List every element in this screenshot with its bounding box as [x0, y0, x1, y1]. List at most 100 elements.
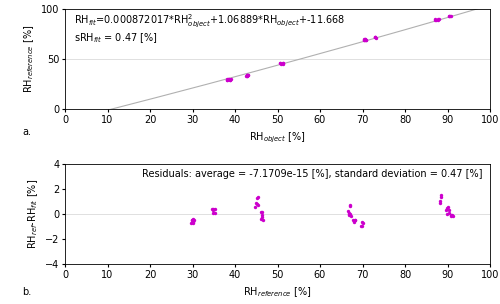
- Point: [223, 76, 231, 81]
- Point: [444, 210, 452, 215]
- Point: [443, 212, 451, 217]
- Point: [243, 73, 251, 78]
- Point: [432, 17, 440, 22]
- Point: [346, 212, 354, 216]
- Text: RH$_{fit}$=0.000872017*RH$^{2}_{object}$+1.06889*RH$_{object}$+-11.668
sRH$_{fit: RH$_{fit}$=0.000872017*RH$^{2}_{object}$…: [74, 12, 344, 45]
- Point: [244, 73, 252, 78]
- Y-axis label: RH$_{ref}$-RH$_{fit}$ [%]: RH$_{ref}$-RH$_{fit}$ [%]: [26, 179, 40, 250]
- Point: [188, 217, 196, 222]
- Point: [350, 219, 358, 224]
- Point: [225, 76, 233, 81]
- Point: [446, 14, 454, 19]
- Point: [252, 200, 260, 205]
- Text: b.: b.: [22, 286, 32, 296]
- Point: [345, 211, 353, 216]
- Point: [431, 17, 439, 22]
- Point: [348, 214, 356, 219]
- Point: [362, 38, 370, 43]
- Point: [358, 224, 366, 229]
- Point: [446, 14, 454, 19]
- Point: [361, 37, 369, 42]
- Point: [243, 73, 251, 78]
- Point: [223, 77, 231, 82]
- Point: [345, 212, 353, 216]
- Point: [187, 221, 195, 226]
- Point: [360, 37, 368, 42]
- Point: [346, 203, 354, 208]
- Point: [361, 38, 369, 43]
- Point: [243, 73, 251, 78]
- Point: [189, 220, 197, 225]
- Point: [436, 198, 444, 203]
- Point: [360, 38, 368, 43]
- Point: [350, 217, 358, 222]
- Point: [210, 207, 218, 212]
- Point: [442, 208, 450, 212]
- Point: [254, 203, 262, 208]
- Point: [210, 206, 218, 211]
- Point: [448, 213, 456, 218]
- Y-axis label: RH$_{reference}$ [%]: RH$_{reference}$ [%]: [22, 25, 36, 94]
- Point: [254, 195, 262, 200]
- Point: [444, 205, 452, 209]
- Point: [448, 213, 456, 218]
- Point: [360, 37, 368, 42]
- Point: [226, 77, 234, 81]
- Point: [190, 219, 198, 224]
- Point: [277, 61, 285, 66]
- Point: [276, 60, 284, 65]
- Point: [358, 224, 366, 229]
- Point: [360, 37, 368, 42]
- Point: [371, 35, 379, 40]
- Point: [432, 18, 440, 22]
- Point: [257, 209, 265, 214]
- Point: [243, 73, 251, 78]
- Point: [346, 202, 354, 207]
- Point: [209, 211, 217, 216]
- X-axis label: RH$_{object}$ [%]: RH$_{object}$ [%]: [249, 130, 306, 145]
- Point: [190, 220, 198, 225]
- Point: [226, 77, 234, 82]
- Point: [254, 195, 262, 200]
- Point: [350, 217, 358, 222]
- Point: [345, 213, 353, 218]
- Point: [437, 195, 445, 200]
- Point: [344, 208, 352, 213]
- Point: [211, 210, 219, 215]
- Point: [362, 37, 370, 42]
- Point: [449, 214, 457, 219]
- Point: [358, 219, 366, 224]
- Point: [208, 206, 216, 211]
- Point: [443, 206, 451, 210]
- Point: [244, 73, 252, 78]
- Point: [445, 208, 453, 213]
- Point: [372, 35, 380, 40]
- Point: [188, 218, 196, 223]
- Text: a.: a.: [22, 127, 32, 137]
- Point: [436, 201, 444, 206]
- Point: [448, 214, 456, 219]
- X-axis label: RH$_{reference}$ [%]: RH$_{reference}$ [%]: [243, 285, 312, 299]
- Point: [258, 209, 266, 214]
- Point: [280, 61, 287, 66]
- Point: [434, 18, 442, 22]
- Point: [258, 212, 266, 217]
- Point: [244, 72, 252, 77]
- Point: [280, 61, 287, 66]
- Point: [360, 220, 368, 225]
- Point: [276, 60, 284, 65]
- Point: [190, 217, 198, 222]
- Point: [370, 35, 378, 40]
- Point: [444, 14, 452, 19]
- Point: [242, 74, 250, 78]
- Text: Residuals: average = -7.1709e-15 [%], standard deviation = 0.47 [%]: Residuals: average = -7.1709e-15 [%], st…: [142, 169, 482, 179]
- Point: [279, 61, 287, 66]
- Point: [434, 17, 442, 22]
- Point: [188, 218, 196, 223]
- Point: [434, 17, 442, 22]
- Point: [258, 217, 266, 222]
- Point: [445, 13, 453, 18]
- Point: [258, 217, 266, 222]
- Point: [438, 192, 446, 197]
- Point: [251, 204, 259, 209]
